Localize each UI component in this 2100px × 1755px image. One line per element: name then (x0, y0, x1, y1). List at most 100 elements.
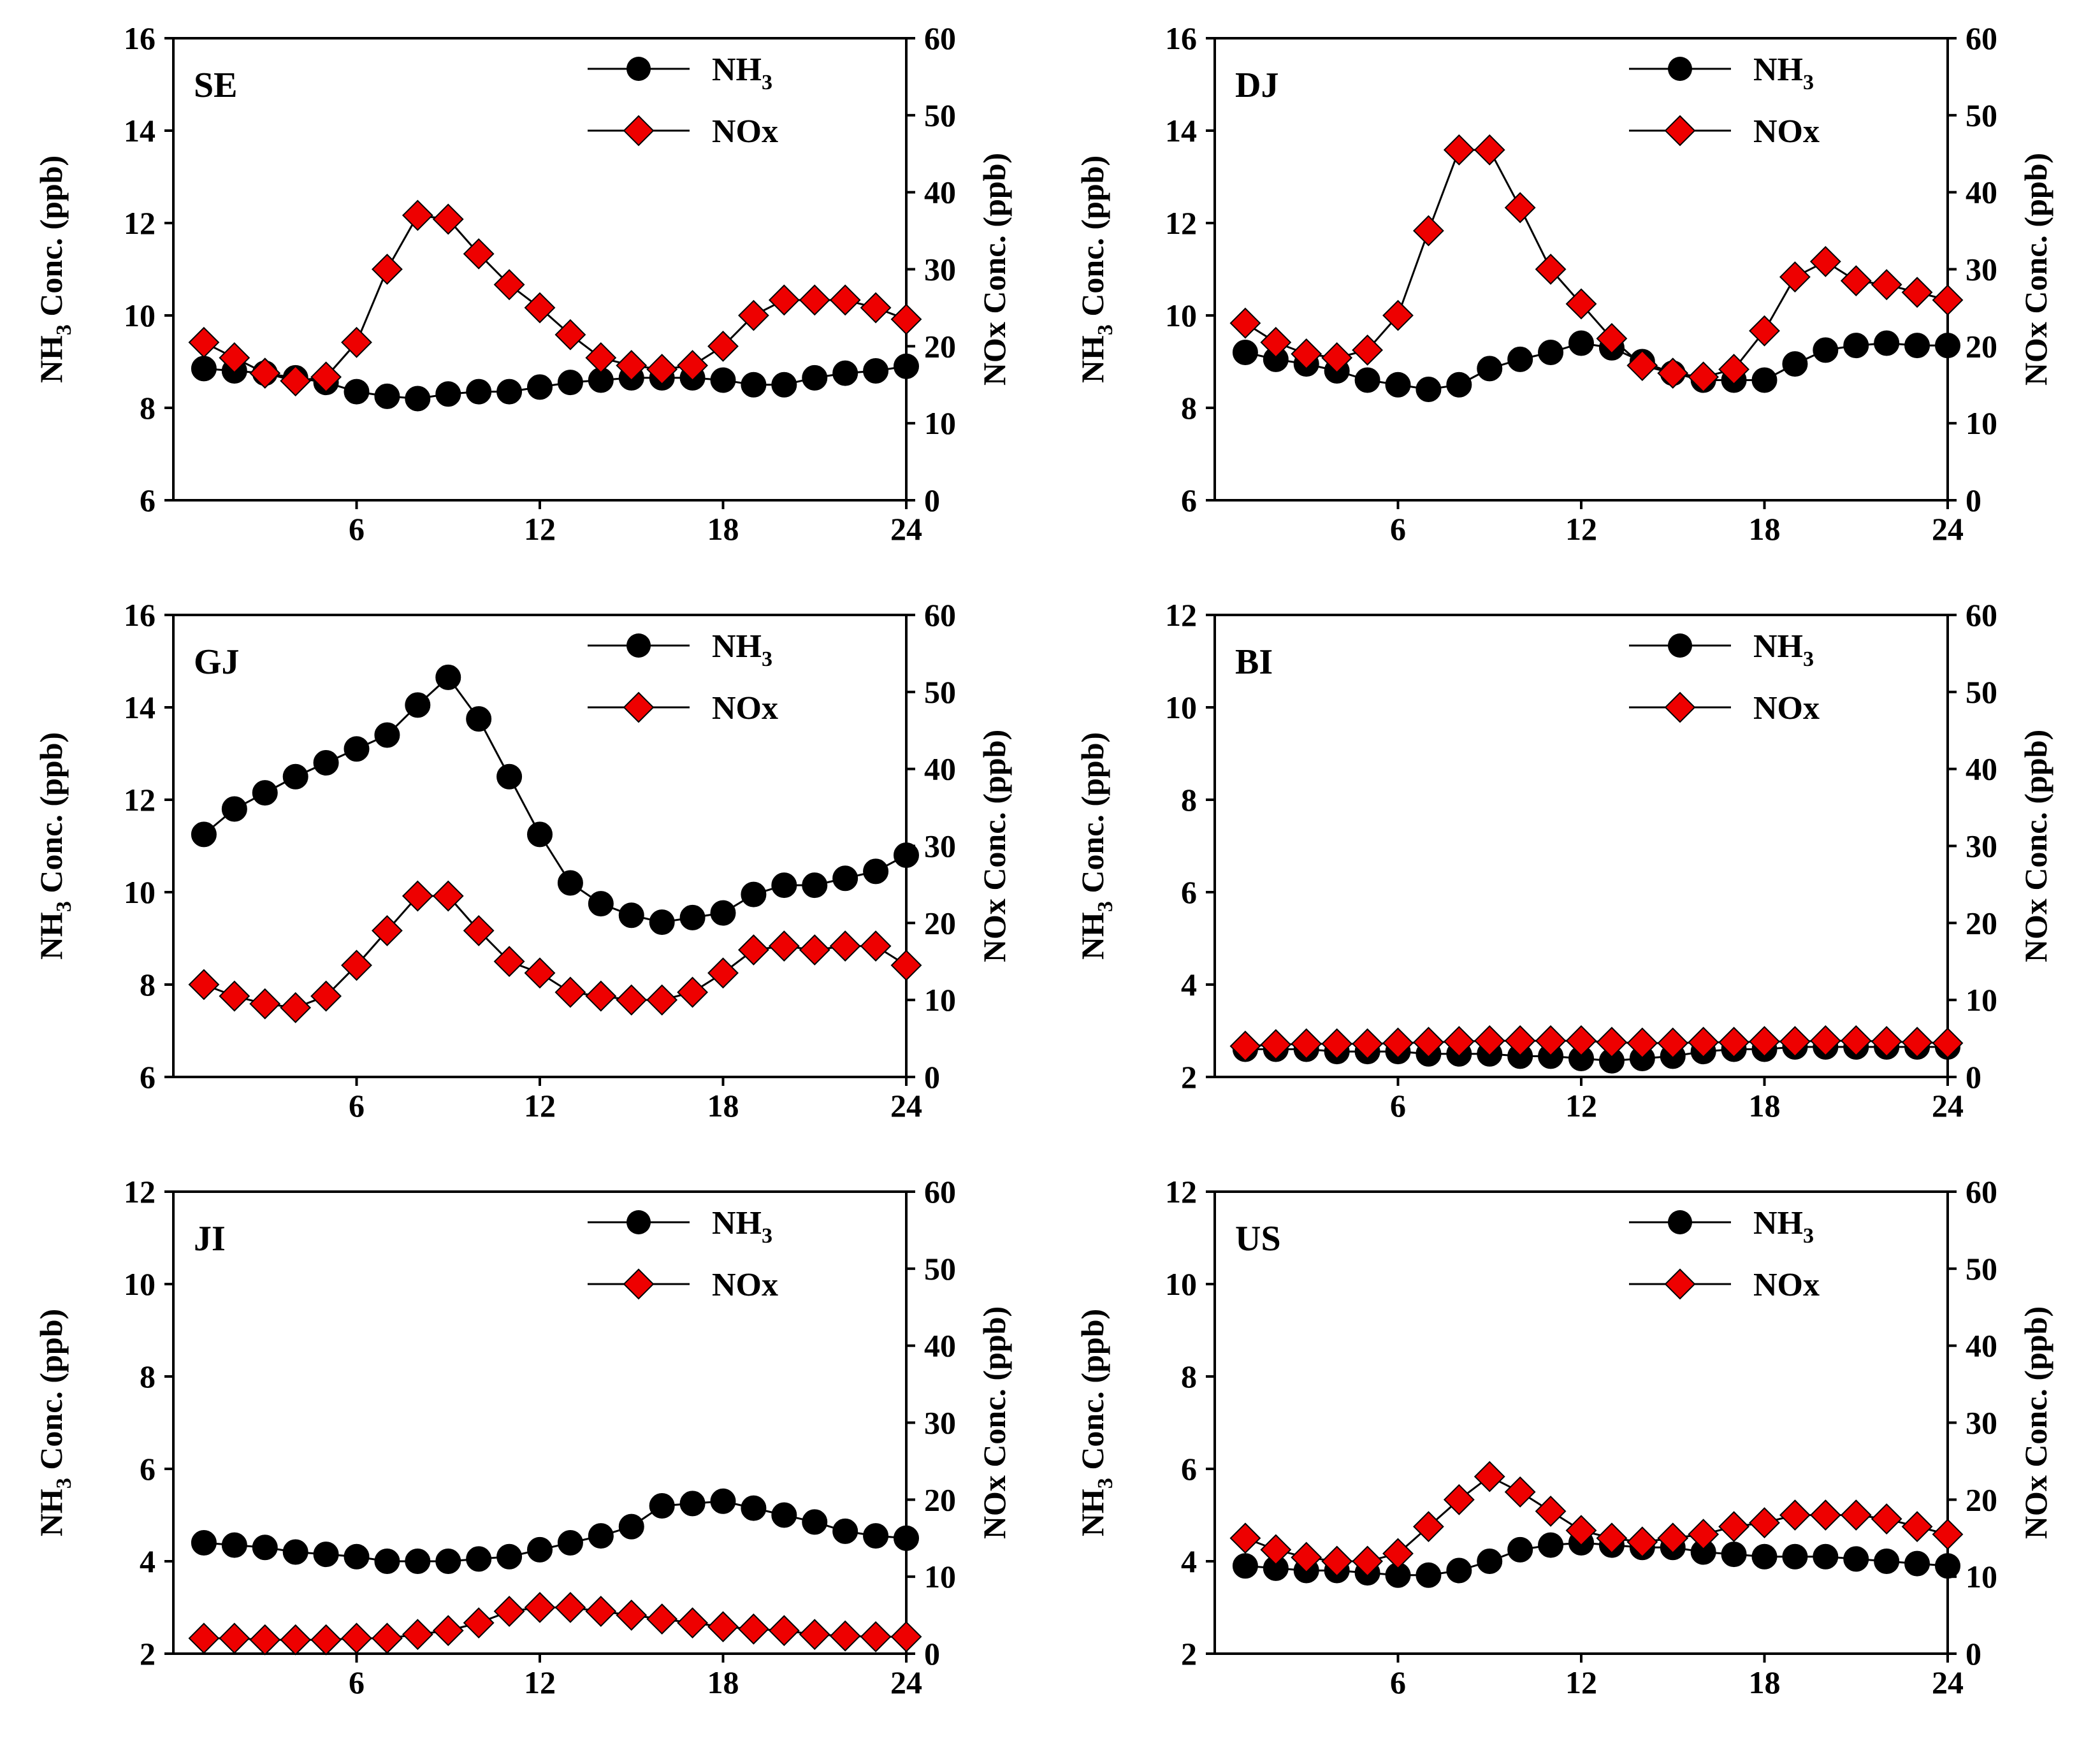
nox-point (1901, 277, 1933, 308)
nox-point (1504, 1476, 1536, 1508)
nh3-point (588, 891, 614, 917)
nox-point (524, 292, 556, 324)
y-left-tick-label: 2 (1181, 1636, 1197, 1672)
y-right-tick-label: 0 (1966, 1636, 1981, 1672)
nox-point (677, 350, 708, 381)
y-right-tick-label: 40 (924, 175, 956, 210)
y-left-tick-label: 12 (1165, 597, 1197, 633)
nox-point (341, 1622, 372, 1654)
y-left-axis-title: NH3 Conc. (ppb) (33, 1309, 76, 1536)
nox-point (1474, 1461, 1505, 1492)
y-right-tick-label: 30 (924, 252, 956, 287)
x-tick-label: 6 (1390, 1665, 1406, 1700)
y-right-tick-label: 20 (924, 328, 956, 364)
y-right-axis-title: NOx Conc. (ppb) (2018, 153, 2053, 386)
nh3-point (435, 664, 461, 690)
nh3-point (588, 1523, 614, 1549)
x-tick-label: 6 (349, 511, 365, 547)
nh3-point (374, 722, 400, 748)
nh3-point (894, 842, 919, 868)
x-tick-label: 6 (349, 1665, 365, 1700)
nox-point (1352, 334, 1383, 366)
x-tick-label: 24 (1932, 1088, 1964, 1123)
nox-point (524, 1592, 556, 1623)
nox-point (524, 957, 556, 989)
nox-point (463, 915, 495, 946)
nh3-point (710, 367, 736, 393)
nox-point (188, 1622, 220, 1654)
legend-nox-marker (1664, 115, 1696, 147)
nh3-point (466, 379, 492, 405)
y-right-tick-label: 10 (1966, 1559, 1997, 1594)
nox-point (1809, 1025, 1841, 1057)
y-left-tick-label: 4 (1181, 1543, 1197, 1579)
nh3-point (1507, 346, 1533, 372)
y-right-tick-label: 30 (924, 828, 956, 864)
y-right-axis-title: NOx Conc. (ppb) (2018, 730, 2053, 962)
x-tick-label: 24 (890, 511, 922, 547)
nh3-point (832, 865, 858, 892)
nh3-point (527, 1536, 553, 1563)
nox-point (1809, 246, 1841, 277)
nh3-point (618, 1513, 644, 1540)
y-right-tick-label: 50 (1966, 98, 1997, 133)
y-right-tick-label: 30 (1966, 1405, 1997, 1441)
nox-point (1535, 1025, 1567, 1057)
y-right-tick-label: 0 (924, 1636, 940, 1672)
y-left-tick-label: 8 (140, 390, 156, 426)
y-right-tick-label: 50 (924, 674, 956, 710)
nox-point (890, 303, 922, 335)
y-right-tick-label: 0 (1966, 482, 1981, 518)
nox-point (677, 976, 708, 1008)
nox-point (1871, 1503, 1902, 1535)
y-left-tick-label: 10 (1165, 690, 1197, 725)
y-left-tick-label: 10 (1165, 298, 1197, 333)
nox-point (1596, 1522, 1628, 1554)
nox-point (1565, 288, 1597, 320)
panel-label: JI (194, 1219, 226, 1259)
nh3-point (1416, 377, 1442, 402)
nh3-point (282, 763, 308, 790)
y-right-tick-label: 0 (1966, 1059, 1981, 1095)
nh3-point (1568, 330, 1594, 356)
plot-frame (172, 37, 908, 502)
y-left-tick-label: 14 (124, 113, 156, 148)
nh3-point (863, 358, 889, 384)
y-right-tick-label: 40 (1966, 175, 1997, 210)
legend-label: NH3 (712, 628, 772, 671)
nox-point (463, 1607, 495, 1639)
nh3-point (1782, 1543, 1808, 1570)
nox-point (1779, 1026, 1811, 1057)
nox-point (1352, 1028, 1383, 1060)
nox-point (1840, 1025, 1872, 1057)
nox-point (280, 1624, 312, 1656)
nox-point (1688, 1027, 1720, 1058)
nox-point (585, 342, 617, 373)
nh3-point (1904, 333, 1930, 359)
nh3-point (374, 383, 400, 409)
y-right-tick-label: 10 (924, 1559, 956, 1594)
series-line-nh3 (1245, 1046, 1948, 1062)
legend-nh3-marker (626, 633, 651, 658)
nh3-point (649, 1493, 675, 1519)
y-right-tick-label: 10 (924, 982, 956, 1018)
nox-point (1657, 1027, 1689, 1059)
nox-point (1413, 1027, 1444, 1058)
nox-point (1871, 269, 1902, 301)
plot-frame (1213, 614, 1949, 1078)
x-tick-label: 18 (707, 511, 739, 547)
nox-point (249, 358, 281, 389)
x-tick-label: 6 (349, 1088, 365, 1123)
nh3-point (405, 386, 431, 412)
nox-point (1779, 261, 1811, 292)
nh3-point (1904, 1550, 1930, 1577)
nox-point (738, 1613, 769, 1645)
y-right-tick-label: 40 (924, 1328, 956, 1364)
nox-point (493, 946, 525, 978)
nox-point (1932, 1519, 1964, 1550)
nh3-point (741, 1495, 767, 1521)
nox-point (219, 342, 250, 373)
nox-point (554, 319, 586, 350)
